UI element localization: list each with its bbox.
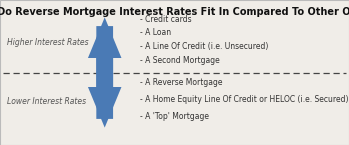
Text: - A Home Equity Line Of Credit or HELOC (i.e. Secured): - A Home Equity Line Of Credit or HELOC … <box>140 95 348 104</box>
Text: Where Do Reverse Mortgage Interest Rates Fit In Compared To Other Options?: Where Do Reverse Mortgage Interest Rates… <box>0 7 349 17</box>
Text: - A 'Top' Mortgage: - A 'Top' Mortgage <box>140 112 209 121</box>
Text: - A Loan: - A Loan <box>140 28 171 37</box>
Text: - Credit cards: - Credit cards <box>140 14 191 23</box>
Text: Higher Interest Rates: Higher Interest Rates <box>7 38 89 47</box>
Text: - A Reverse Mortgage: - A Reverse Mortgage <box>140 78 222 87</box>
Polygon shape <box>88 26 121 128</box>
Text: Lower Interest Rates: Lower Interest Rates <box>7 97 86 106</box>
Text: - A Second Mortgage: - A Second Mortgage <box>140 56 220 65</box>
Polygon shape <box>88 17 121 119</box>
Text: - A Line Of Credit (i.e. Unsecured): - A Line Of Credit (i.e. Unsecured) <box>140 42 268 51</box>
